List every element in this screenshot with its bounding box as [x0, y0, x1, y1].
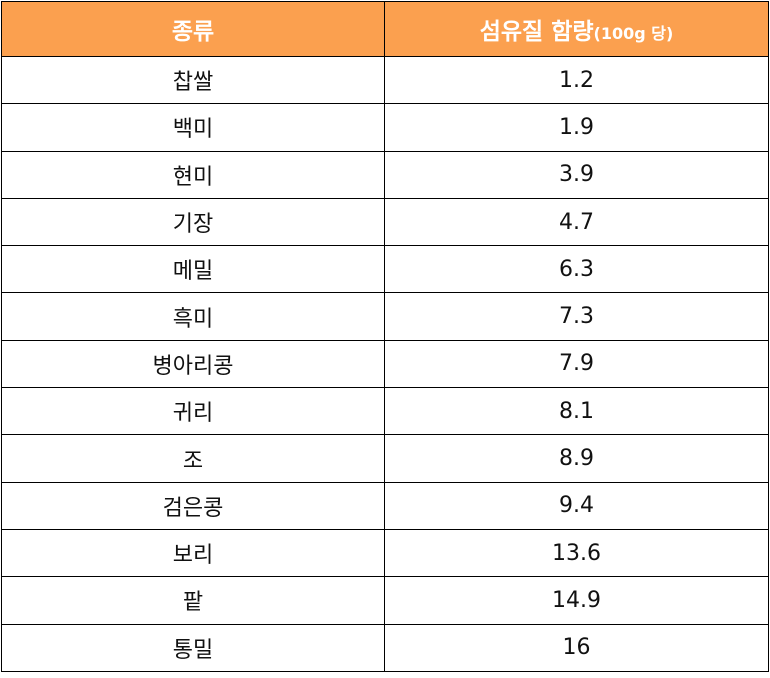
table-row: 찹쌀 1.2 — [1, 55, 769, 105]
row-name: 팥 — [1, 576, 385, 625]
row-value: 1.2 — [384, 55, 769, 105]
table-row: 메밀 6.3 — [1, 245, 769, 294]
row-value: 7.9 — [384, 339, 769, 389]
row-name: 병아리콩 — [1, 339, 385, 389]
row-name: 찹쌀 — [1, 55, 385, 105]
row-value: 7.3 — [384, 292, 769, 341]
table-row: 현미 3.9 — [1, 150, 769, 199]
row-value: 3.9 — [384, 150, 769, 199]
row-value: 8.9 — [384, 434, 769, 483]
row-name: 기장 — [1, 197, 385, 247]
table-header-row: 종류 섬유질 함량(100g 당) — [1, 1, 769, 57]
table-row: 보리 13.6 — [1, 528, 769, 578]
table-row: 팥 14.9 — [1, 576, 769, 625]
row-name: 보리 — [1, 528, 385, 578]
row-value: 16 — [384, 623, 769, 672]
table-row: 조 8.9 — [1, 434, 769, 483]
row-name: 흑미 — [1, 292, 385, 341]
header-fiber-label: 섬유질 함량 — [479, 19, 594, 45]
row-value: 14.9 — [384, 576, 769, 625]
row-name: 귀리 — [1, 387, 385, 436]
header-fiber-unit: (100g 당) — [593, 24, 674, 43]
row-value: 9.4 — [384, 481, 769, 530]
row-name: 조 — [1, 434, 385, 483]
row-value: 4.7 — [384, 197, 769, 247]
row-value: 8.1 — [384, 387, 769, 436]
row-value: 6.3 — [384, 245, 769, 294]
row-name: 현미 — [1, 150, 385, 199]
row-name: 통밀 — [1, 623, 385, 672]
row-name: 검은콩 — [1, 481, 385, 530]
table-row: 검은콩 9.4 — [1, 481, 769, 530]
table-row: 귀리 8.1 — [1, 387, 769, 436]
row-value: 1.9 — [384, 103, 769, 152]
row-value: 13.6 — [384, 528, 769, 578]
table-row: 흑미 7.3 — [1, 292, 769, 341]
header-type: 종류 — [1, 1, 385, 57]
table-row: 백미 1.9 — [1, 103, 769, 152]
table-row: 기장 4.7 — [1, 197, 769, 247]
header-fiber-content: 섬유질 함량(100g 당) — [384, 1, 769, 57]
table-row: 병아리콩 7.9 — [1, 339, 769, 389]
row-name: 메밀 — [1, 245, 385, 294]
table-row: 통밀 16 — [1, 623, 769, 672]
row-name: 백미 — [1, 103, 385, 152]
